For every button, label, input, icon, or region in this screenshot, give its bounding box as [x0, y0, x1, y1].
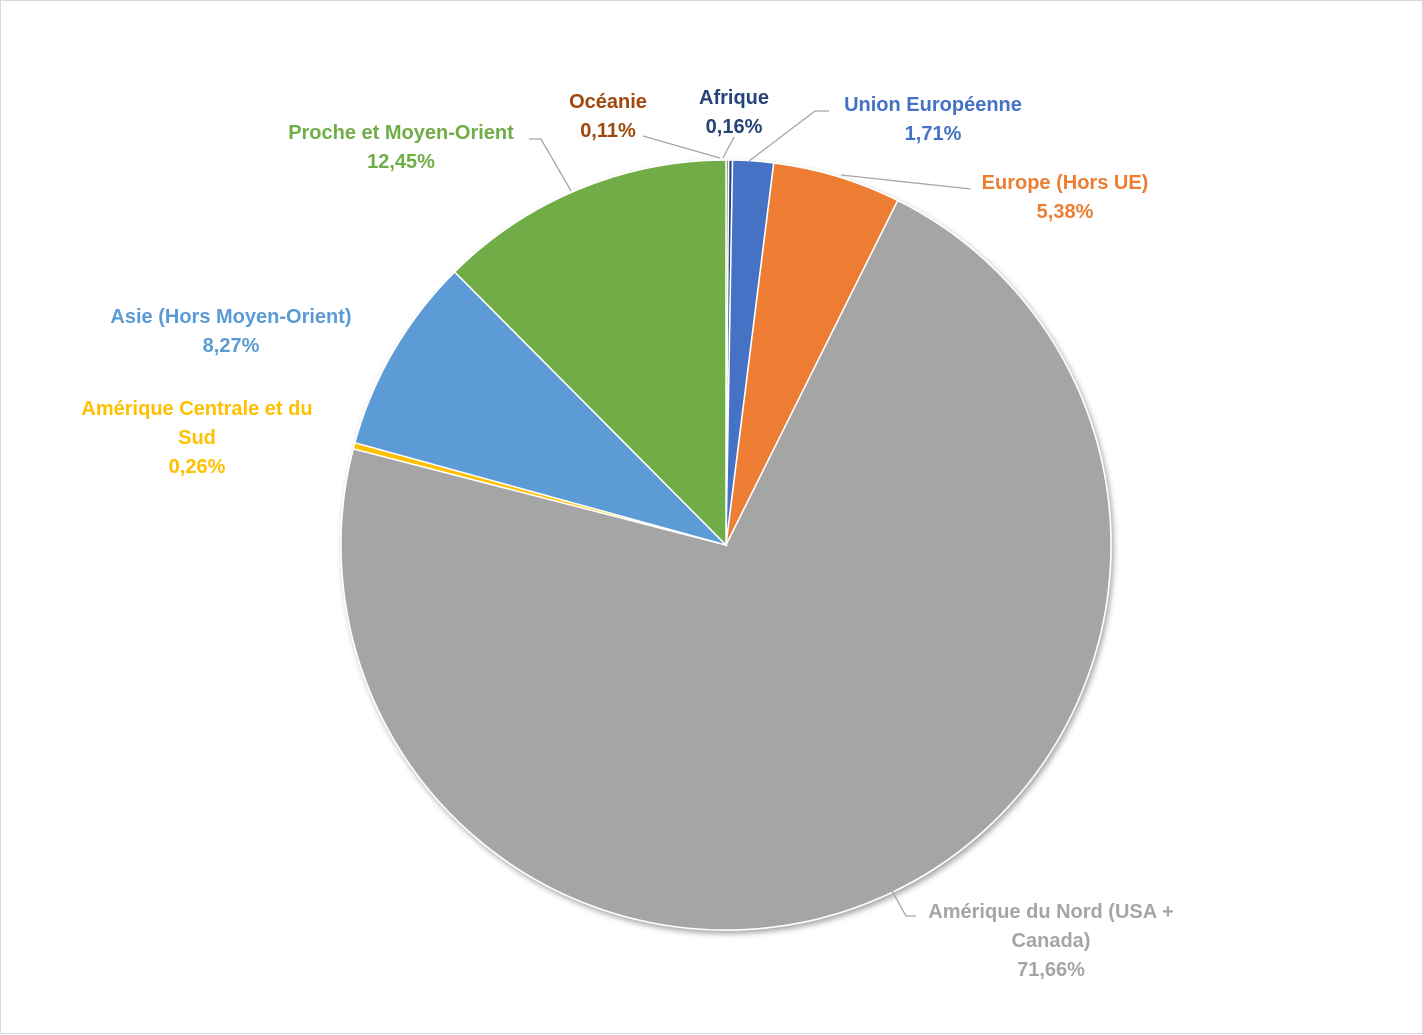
leader-line-europe-hors-ue — [840, 174, 972, 190]
data-label-afrique: Afrique 0,16% — [699, 87, 769, 138]
data-label-name: Amérique Centrale et du — [81, 398, 312, 420]
data-label-value: 0,11% — [580, 120, 636, 142]
data-label-value: 12,45% — [367, 151, 435, 173]
leader-line-proche-et-moyen-orient — [529, 138, 572, 192]
data-label-value: 5,38% — [1037, 201, 1094, 223]
pie-slice-proche-et-moyen-orient — [453, 159, 727, 547]
data-labels: Océanie 0,11% Afrique 0,16% Union Européenne… — [81, 87, 1173, 981]
data-label-oceanie: Océanie 0,11% — [569, 91, 647, 142]
data-label-value: 71,66% — [1017, 959, 1085, 981]
data-label-name: Europe (Hors UE) — [982, 172, 1149, 194]
pie-slices — [340, 159, 1112, 931]
pie-slice-asie-hors-moyen-orient — [353, 270, 729, 547]
data-label-name: Sud — [178, 427, 216, 449]
leader-line-oceanie — [642, 135, 721, 159]
data-label-name: Amérique du Nord (USA + — [928, 901, 1173, 923]
leader-line-afrique — [722, 136, 735, 159]
pie-slice-amerique-du-nord-usa-canada — [340, 199, 1112, 931]
data-label-value: 0,26% — [169, 456, 226, 478]
data-label-name: Asie (Hors Moyen-Orient) — [110, 306, 351, 328]
data-label-proche-et-moyen-orient: Proche et Moyen-Orient 12,45% — [288, 122, 514, 173]
data-label-name: Proche et Moyen-Orient — [288, 122, 514, 144]
data-label-value: 8,27% — [203, 335, 260, 357]
data-label-value: 0,16% — [706, 116, 763, 138]
data-label-amerique-du-nord-usa-canada: Amérique du Nord (USA + Canada) 71,66% — [928, 901, 1173, 981]
data-label-amerique-centrale-et-du-sud: Amérique Centrale et du Sud 0,26% — [81, 398, 312, 478]
data-label-name: Union Européenne — [844, 94, 1022, 116]
leader-lines — [529, 110, 972, 917]
leader-line-amerique-du-nord-usa-canada — [890, 888, 916, 917]
leader-line-union-europeenne — [748, 110, 829, 162]
data-label-value: 1,71% — [905, 123, 962, 145]
data-label-union-europeenne: Union Européenne 1,71% — [844, 94, 1022, 145]
data-label-asie-hors-moyen-orient: Asie (Hors Moyen-Orient) 8,27% — [110, 306, 351, 357]
data-label-name: Canada) — [1012, 930, 1091, 952]
data-label-europe-hors-ue: Europe (Hors UE) 5,38% — [982, 172, 1149, 223]
data-label-name: Océanie — [569, 91, 647, 113]
data-label-name: Afrique — [699, 87, 769, 109]
